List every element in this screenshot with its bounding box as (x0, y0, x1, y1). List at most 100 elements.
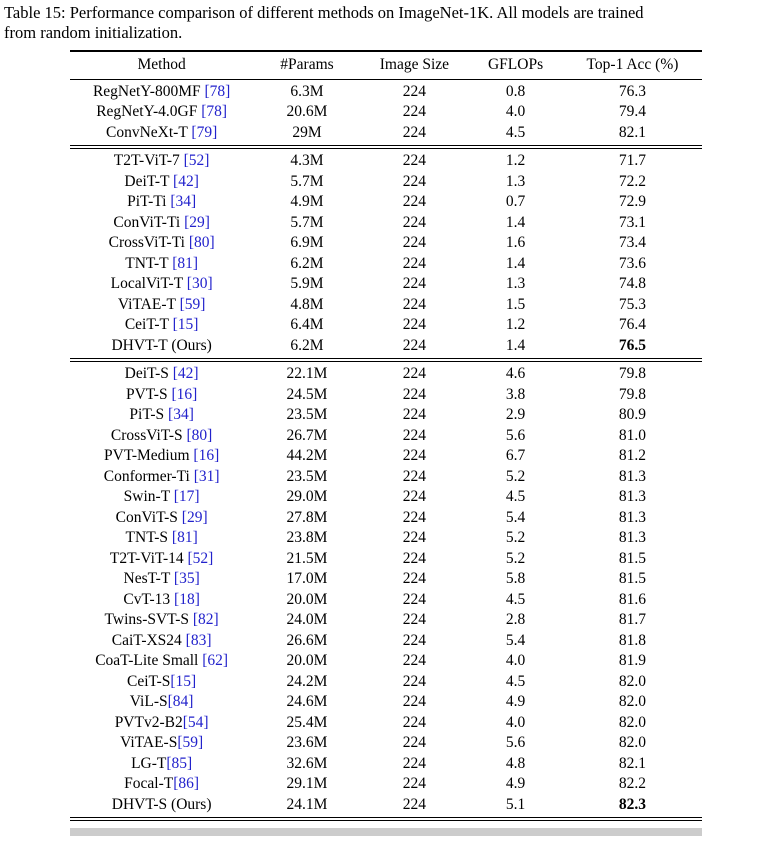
method-name: DeiT-S (124, 365, 169, 383)
table-row: DeiT-T [42] 5.7M 224 1.3 72.2 (70, 172, 702, 193)
method-name: ViTAE-T (117, 295, 176, 313)
method-name: T2T-ViT-7 (113, 152, 180, 170)
table-row: Twins-SVT-S [82] 24.0M 224 2.8 81.7 (70, 610, 702, 631)
citation-link[interactable]: [78] (204, 82, 231, 100)
citation-link[interactable]: [42] (172, 365, 199, 383)
method-name: DeiT-T (124, 172, 170, 190)
table-row: ViTAE-T [59] 4.8M 224 1.5 75.3 (70, 295, 702, 316)
table-row: ConvNeXt-T [79] 29M 224 4.5 82.1 (70, 123, 702, 148)
citation-link[interactable]: [16] (171, 385, 198, 403)
gflops-cell: 5.2 (505, 549, 526, 567)
method-cell: PVT-Medium [16] (70, 446, 253, 467)
gflops-cell: 5.6 (505, 426, 526, 444)
citation-link[interactable]: [35] (173, 570, 200, 588)
citation-link[interactable]: [52] (187, 549, 214, 567)
table-row: PVT-Medium [16] 44.2M 224 6.7 81.2 (70, 446, 702, 467)
citation-link[interactable]: [34] (170, 193, 197, 211)
top1-acc-cell: 81.3 (618, 508, 647, 526)
top1-acc-cell: 80.9 (618, 406, 647, 424)
top1-acc-cell: 72.9 (618, 193, 647, 211)
gflops-cell: 4.0 (505, 713, 526, 731)
image-size-cell: 224 (402, 316, 427, 334)
image-size-cell: 224 (402, 103, 427, 121)
image-size-cell: 224 (402, 254, 427, 272)
method-cell: CaiT-XS24 [83] (70, 631, 253, 652)
gflops-cell: 5.8 (505, 570, 526, 588)
gflops-cell: 4.5 (505, 590, 526, 608)
method-name: LocalViT-T (110, 275, 183, 293)
method-name: CoaT-Lite Small (95, 652, 199, 670)
image-size-cell: 224 (402, 193, 427, 211)
citation-link[interactable]: [81] (172, 254, 199, 272)
gflops-cell: 1.4 (505, 254, 526, 272)
citation-link[interactable]: [79] (191, 123, 218, 141)
gflops-cell: 4.5 (505, 123, 526, 141)
citation-link[interactable]: [15] (170, 672, 197, 690)
method-cell: ConViT-Ti [29] (70, 213, 253, 234)
top1-acc-cell: 81.7 (618, 611, 647, 629)
method-name: CrossViT-Ti (108, 234, 185, 252)
top1-acc-cell: 82.1 (618, 123, 647, 141)
top1-acc-cell: 74.8 (618, 275, 647, 293)
citation-link[interactable]: [34] (168, 406, 194, 424)
citation-link[interactable]: [42] (173, 172, 199, 190)
citation-link[interactable]: [29] (184, 213, 210, 231)
gflops-cell: 2.9 (505, 406, 526, 424)
method-name: CeiT-S (127, 672, 171, 690)
citation-link[interactable]: [85] (166, 754, 193, 772)
gflops-cell: 1.4 (505, 213, 526, 231)
citation-link[interactable]: [52] (183, 152, 210, 170)
citation-link[interactable]: [80] (186, 426, 213, 444)
table-row: RegNetY-800MF [78] 6.3M 224 0.8 76.3 (70, 79, 702, 102)
citation-link[interactable]: [78] (201, 103, 228, 121)
citation-link[interactable]: [81] (171, 529, 198, 547)
citation-link[interactable]: [86] (173, 775, 200, 793)
citation-link[interactable]: [17] (173, 488, 200, 506)
table-row: CoaT-Lite Small [62] 20.0M 224 4.0 81.9 (70, 651, 702, 672)
gflops-cell: 4.5 (505, 672, 526, 690)
top1-acc-cell: 81.3 (618, 467, 647, 485)
citation-link[interactable]: [82] (192, 611, 219, 629)
citation-link[interactable]: [31] (193, 467, 220, 485)
gflops-cell: 2.8 (505, 611, 526, 629)
citation-link[interactable]: [15] (172, 316, 199, 334)
image-size-cell: 224 (402, 275, 427, 293)
method-name: Conformer-Ti (103, 467, 190, 485)
gflops-cell: 1.6 (505, 234, 526, 252)
params-cell: 6.2M (290, 254, 324, 272)
citation-link[interactable]: [54] (182, 713, 209, 731)
params-cell: 20.6M (286, 103, 328, 121)
method-name: ViTAE-S (120, 734, 178, 752)
gflops-cell: 1.2 (505, 152, 526, 170)
top1-acc-cell: 72.2 (618, 172, 647, 190)
citation-link[interactable]: [16] (193, 447, 220, 465)
citation-link[interactable]: [29] (181, 508, 208, 526)
method-cell: Focal-T[86] (70, 774, 253, 795)
citation-link[interactable]: [83] (185, 631, 212, 649)
top1-acc-cell: 75.3 (618, 295, 647, 313)
citation-link[interactable]: [59] (177, 734, 204, 752)
method-name: PiT-Ti (127, 193, 167, 211)
params-cell: 23.5M (286, 467, 328, 485)
method-cell: RegNetY-4.0GF [78] (70, 102, 253, 123)
method-name: ViL-S (129, 693, 168, 711)
top1-acc-cell: 82.0 (618, 693, 647, 711)
image-size-cell: 224 (402, 508, 427, 526)
image-size-cell: 224 (402, 488, 427, 506)
method-cell: ViTAE-S[59] (70, 733, 253, 754)
citation-link[interactable]: [84] (167, 693, 194, 711)
gflops-cell: 4.6 (505, 365, 526, 383)
method-cell: ConViT-S [29] (70, 508, 253, 529)
params-cell: 6.3M (290, 82, 324, 100)
citation-link[interactable]: [30] (186, 275, 213, 293)
citation-link[interactable]: [80] (188, 234, 215, 252)
citation-link[interactable]: [62] (202, 652, 229, 670)
citation-link[interactable]: [59] (179, 295, 206, 313)
method-name: ConViT-Ti (113, 213, 181, 231)
image-size-cell: 224 (402, 693, 427, 711)
params-cell: 22.1M (286, 365, 328, 383)
table-row: TNT-T [81] 6.2M 224 1.4 73.6 (70, 254, 702, 275)
table-row: CaiT-XS24 [83] 26.6M 224 5.4 81.8 (70, 631, 702, 652)
table-row: T2T-ViT-7 [52] 4.3M 224 1.2 71.7 (70, 147, 702, 172)
citation-link[interactable]: [18] (174, 590, 200, 608)
